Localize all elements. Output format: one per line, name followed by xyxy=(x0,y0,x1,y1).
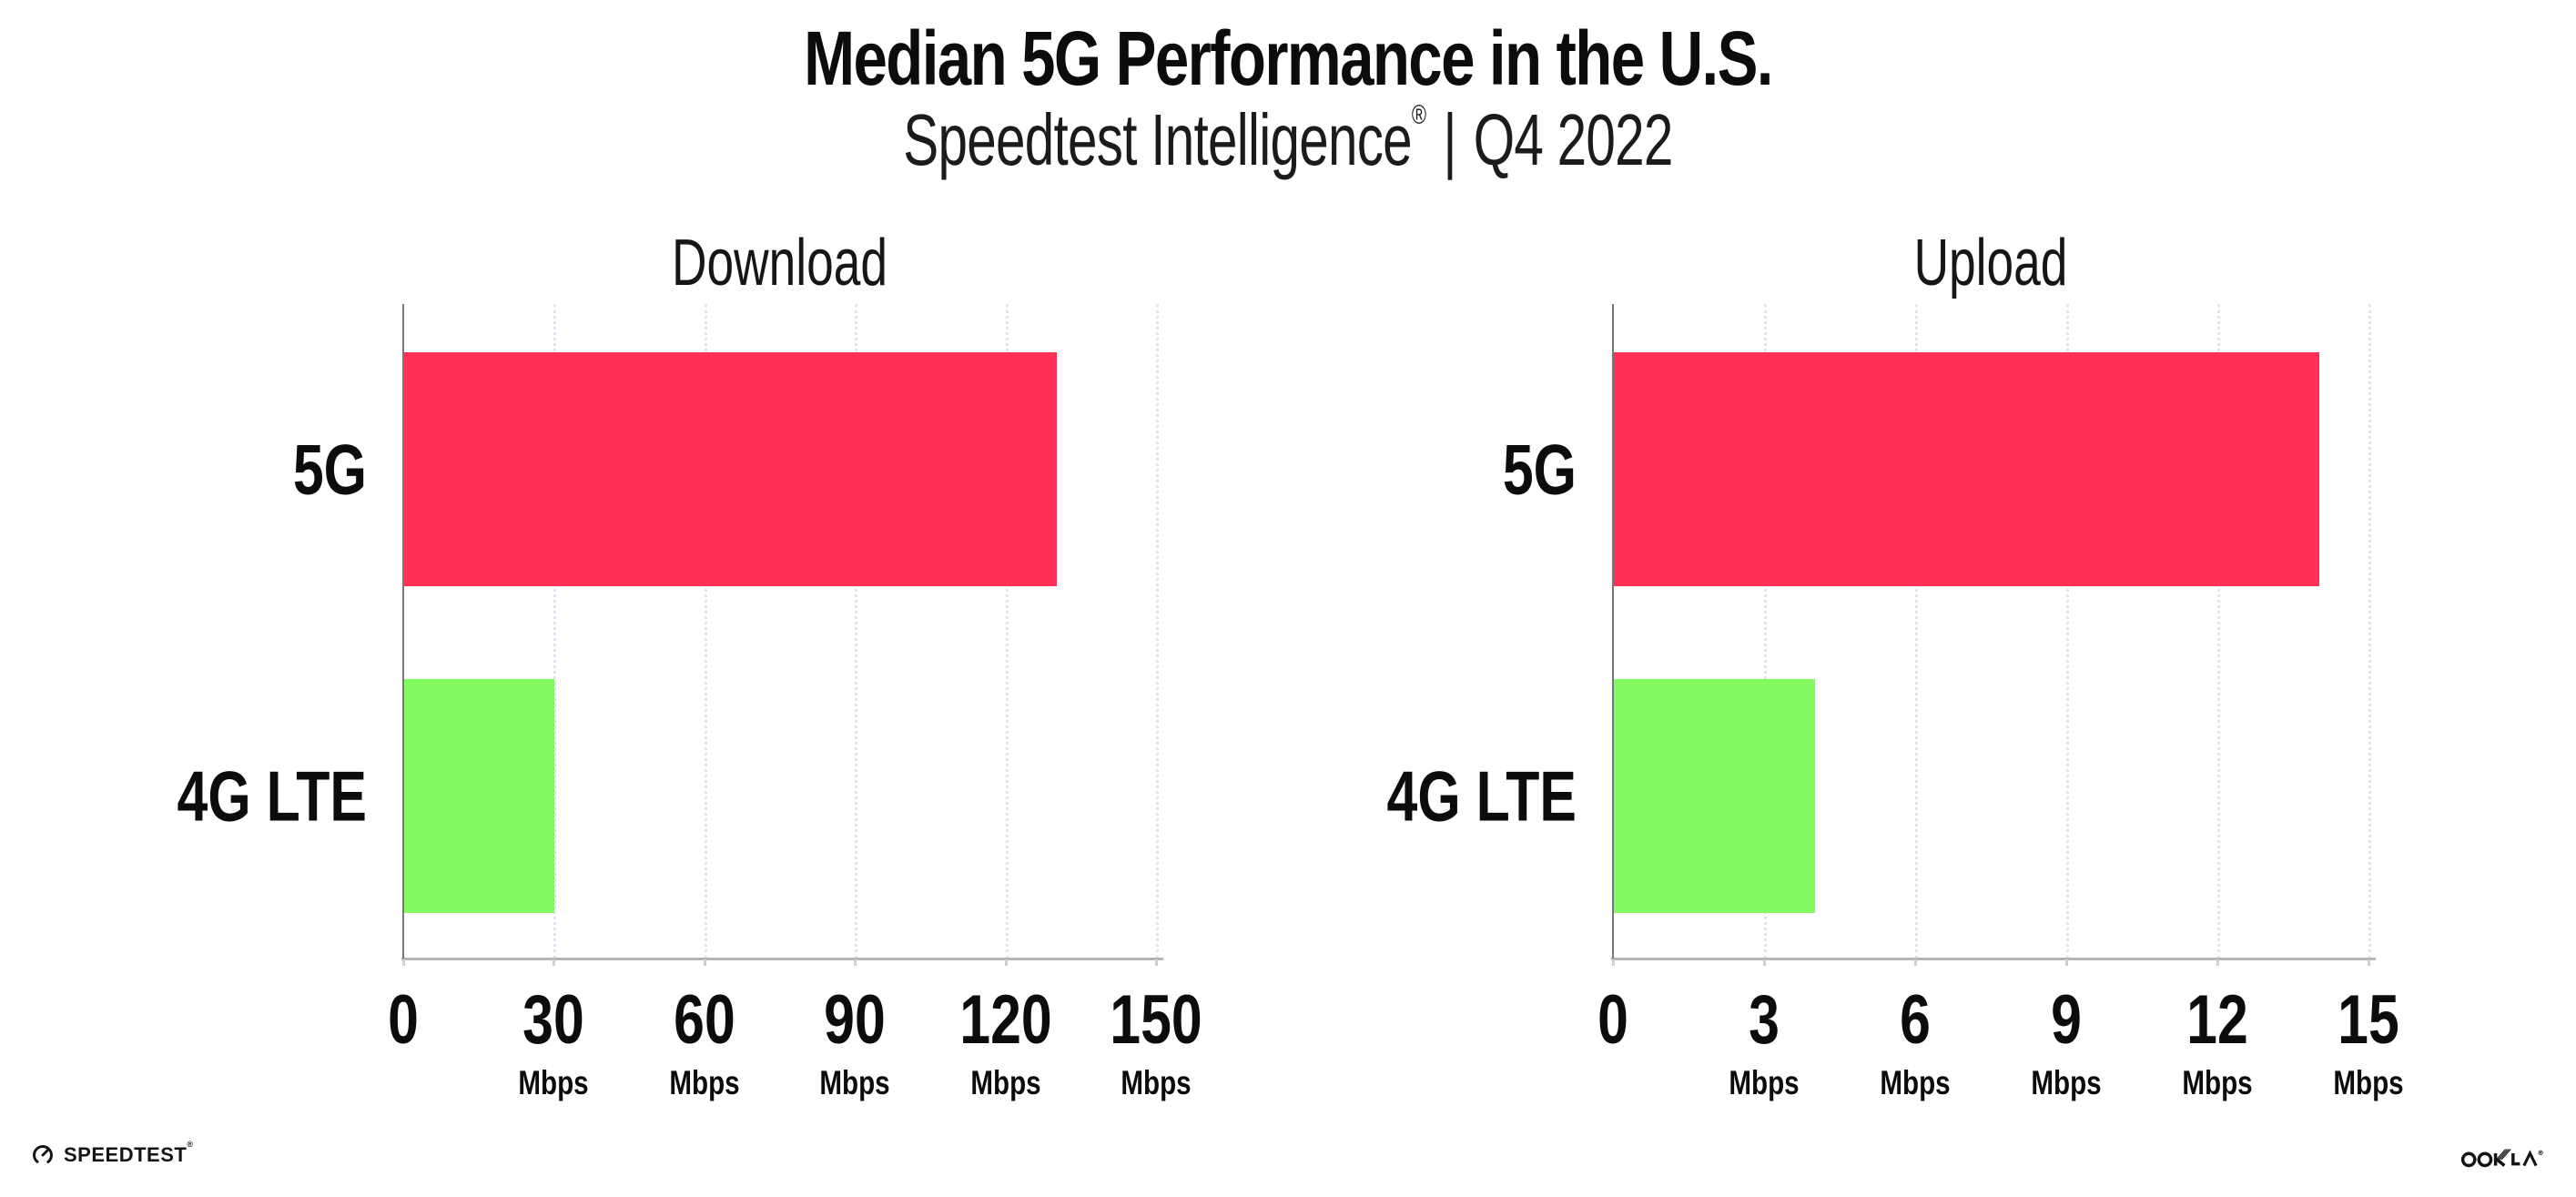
y-axis-line xyxy=(1612,304,1614,959)
category-label-4g-lte: 4G LTE xyxy=(1386,756,1577,837)
tick-mark xyxy=(1004,959,1008,966)
x-tick-150: 150 Mbps xyxy=(1076,981,1236,1101)
x-tick-60: 60 Mbps xyxy=(624,981,785,1101)
gridline xyxy=(855,304,858,959)
tick-value: 3 xyxy=(1749,981,1780,1059)
gridline xyxy=(1005,304,1009,959)
tick-value: 0 xyxy=(388,981,419,1059)
speedtest-gauge-icon xyxy=(33,1145,53,1165)
x-tick-12: 12 Mbps xyxy=(2137,981,2297,1101)
tick-mark xyxy=(553,959,556,966)
x-tick-3: 3 Mbps xyxy=(1684,981,1844,1101)
tick-value: 15 xyxy=(2338,981,2399,1059)
upload-chart: Upload 5G 4G LTE 0 3 Mbps 6 Mbps 9 Mbps 12 Mbps 15 Mb… xyxy=(1387,227,2404,1100)
gridline xyxy=(553,304,557,959)
tick-value: 0 xyxy=(1597,981,1628,1059)
gridline xyxy=(704,304,707,959)
tick-mark xyxy=(2368,959,2370,966)
gridline xyxy=(2368,304,2371,959)
tick-unit: Mbps xyxy=(2182,1064,2253,1101)
gridline xyxy=(1156,304,1159,959)
tick-mark xyxy=(402,959,405,966)
tick-mark xyxy=(2065,959,2068,966)
tick-unit: Mbps xyxy=(1880,1064,1951,1101)
gridline xyxy=(1764,304,1767,959)
tick-mark xyxy=(1763,959,1766,966)
x-axis-line xyxy=(1611,958,2376,960)
tick-unit: Mbps xyxy=(669,1064,740,1101)
tick-unit: Mbps xyxy=(1729,1064,1800,1101)
chart-title-upload: Upload xyxy=(1913,227,2068,299)
tick-mark xyxy=(1914,959,1917,966)
x-tick-labels: 0 3 Mbps 6 Mbps 9 Mbps 12 Mbps 15 Mbps xyxy=(1597,981,2404,1104)
x-tick-30: 30 Mbps xyxy=(473,981,634,1101)
tick-value: 150 xyxy=(1110,981,1202,1059)
speedtest-wordmark: SPEEDTEST® xyxy=(64,1140,194,1166)
category-label-4g-lte: 4G LTE xyxy=(177,756,367,837)
gridline xyxy=(2066,304,2069,959)
tick-value: 120 xyxy=(958,981,1052,1059)
tick-value: 30 xyxy=(522,981,585,1059)
registered-mark-icon: ® xyxy=(1411,100,1426,130)
x-tick-9: 9 Mbps xyxy=(1986,981,2146,1101)
ookla-wordmark-icon xyxy=(2460,1149,2543,1168)
subtitle-brand: Speedtest Intelligence xyxy=(903,99,1412,180)
tick-unit: Mbps xyxy=(819,1064,890,1101)
tick-value: 6 xyxy=(1900,981,1931,1059)
x-tick-0: 0 xyxy=(323,986,483,1055)
tick-value: 90 xyxy=(824,981,886,1059)
bar-5g-upload xyxy=(1614,352,2319,586)
x-axis-line xyxy=(401,958,1163,960)
page-subtitle: Speedtest Intelligence® | Q4 2022 xyxy=(348,98,2228,182)
plot-area-download xyxy=(401,304,1163,966)
x-tick-90: 90 Mbps xyxy=(775,981,935,1101)
tick-mark xyxy=(1612,959,1615,966)
tick-unit: Mbps xyxy=(1121,1064,1192,1101)
bar-4g-lte-upload xyxy=(1614,679,1816,913)
y-axis-line xyxy=(402,304,404,959)
bar-5g-download xyxy=(404,352,1057,586)
plot-area-upload xyxy=(1611,304,2376,966)
x-tick-6: 6 Mbps xyxy=(1835,981,1995,1101)
tick-mark xyxy=(1155,959,1158,966)
gridline xyxy=(1915,304,1918,959)
tick-mark xyxy=(2216,959,2219,966)
registered-mark-icon: ® xyxy=(187,1140,194,1149)
tick-mark xyxy=(854,959,857,966)
page-title: Median 5G Performance in the U.S. xyxy=(804,15,1773,101)
tick-unit: Mbps xyxy=(518,1064,590,1101)
x-tick-labels: 0 30 Mbps 60 Mbps 90 Mbps 120 Mbps 150 Mbps xyxy=(388,981,1202,1104)
subtitle-separator: | xyxy=(1443,99,1456,180)
category-label-5g: 5G xyxy=(1502,429,1577,510)
bar-4g-lte-download xyxy=(404,679,555,913)
chart-title-download: Download xyxy=(672,227,887,299)
gridline xyxy=(2217,304,2220,959)
x-tick-15: 15 Mbps xyxy=(2288,981,2449,1101)
download-chart: Download 5G 4G LTE 0 30 Mbps 60 Mbps 90 Mbps 120 Mb… xyxy=(177,227,1202,1100)
tick-value: 12 xyxy=(2186,981,2248,1059)
tick-mark xyxy=(703,959,706,966)
tick-unit: Mbps xyxy=(969,1064,1041,1101)
tick-unit: Mbps xyxy=(2031,1064,2102,1101)
tick-unit: Mbps xyxy=(2333,1064,2404,1101)
category-label-5g: 5G xyxy=(292,429,367,510)
ookla-logo xyxy=(2460,1145,2549,1175)
subtitle-period: Q4 2022 xyxy=(1473,99,1674,180)
speedtest-logo: SPEEDTEST® xyxy=(31,1140,194,1167)
x-tick-120: 120 Mbps xyxy=(926,981,1086,1101)
tick-value: 60 xyxy=(673,981,735,1059)
tick-value: 9 xyxy=(2051,981,2082,1059)
x-tick-0: 0 xyxy=(1533,986,1693,1055)
